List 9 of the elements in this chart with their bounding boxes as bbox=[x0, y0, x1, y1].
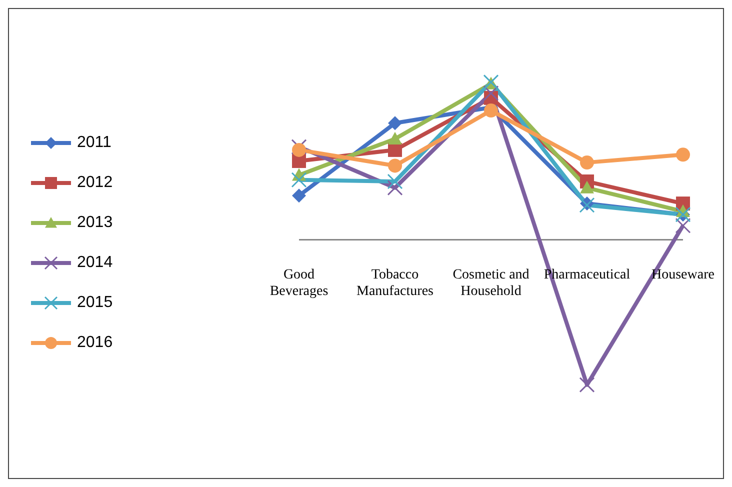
legend-label: 2011 bbox=[77, 134, 112, 152]
x-tick-label: Good Beverages bbox=[270, 267, 328, 300]
legend-label: 2016 bbox=[77, 334, 113, 352]
legend-label: 2012 bbox=[77, 174, 113, 192]
x-tick-label: Cosmetic and Household bbox=[452, 267, 530, 300]
x-tick-label: Tobacco Manufactures bbox=[356, 267, 434, 300]
legend-label: 2014 bbox=[77, 254, 113, 272]
legend-label: 2013 bbox=[77, 214, 113, 232]
legend-label: 2015 bbox=[77, 294, 113, 312]
